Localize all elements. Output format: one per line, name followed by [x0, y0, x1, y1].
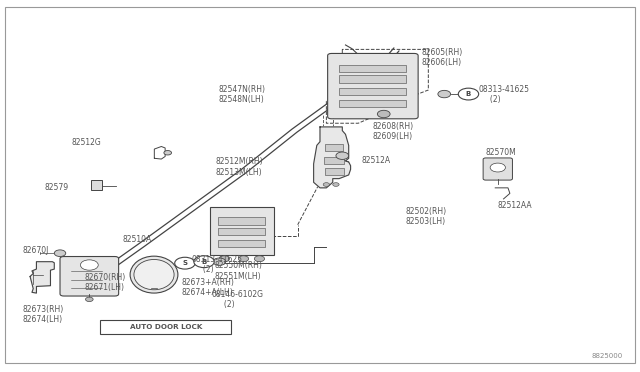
Circle shape: [490, 163, 506, 172]
Bar: [339, 65, 406, 72]
Text: 82512G: 82512G: [72, 138, 101, 147]
Text: 08313-41625
     (2): 08313-41625 (2): [191, 254, 243, 274]
Text: 82605(RH)
82606(LH): 82605(RH) 82606(LH): [422, 48, 463, 67]
Text: 08313-41625
     (2): 08313-41625 (2): [478, 85, 529, 104]
Bar: [325, 168, 344, 175]
Ellipse shape: [134, 260, 174, 290]
Text: 82550M(RH)
82551M(LH): 82550M(RH) 82551M(LH): [215, 261, 263, 280]
Text: S: S: [182, 260, 188, 266]
Text: 82510A: 82510A: [122, 235, 152, 244]
FancyBboxPatch shape: [328, 54, 418, 119]
Bar: [91, 180, 102, 190]
Text: 08146-6102G
     (2): 08146-6102G (2): [212, 290, 264, 310]
Text: 8825000: 8825000: [591, 353, 623, 359]
Bar: [339, 75, 406, 83]
Text: AUTO DOOR LOCK: AUTO DOOR LOCK: [130, 324, 202, 330]
Text: 82670(RH)
82671(LH): 82670(RH) 82671(LH): [84, 273, 125, 292]
Circle shape: [54, 250, 66, 257]
Bar: [339, 100, 406, 108]
Text: B: B: [202, 259, 207, 265]
Text: 82608(RH)
82609(LH): 82608(RH) 82609(LH): [373, 122, 414, 141]
Circle shape: [378, 110, 390, 118]
Circle shape: [194, 256, 214, 267]
Bar: [218, 228, 264, 235]
Circle shape: [213, 258, 226, 265]
Circle shape: [333, 183, 339, 186]
Circle shape: [323, 183, 330, 186]
Polygon shape: [314, 127, 351, 188]
Circle shape: [81, 260, 99, 270]
Circle shape: [220, 256, 230, 262]
Bar: [325, 144, 343, 151]
Circle shape: [254, 256, 264, 262]
Text: B: B: [466, 91, 471, 97]
Text: 82673(RH)
82674(LH): 82673(RH) 82674(LH): [22, 305, 63, 324]
Bar: [100, 320, 231, 334]
Circle shape: [336, 152, 349, 160]
Circle shape: [175, 257, 195, 269]
Ellipse shape: [130, 256, 178, 293]
Circle shape: [86, 297, 93, 302]
Text: 82547N(RH)
82548N(LH): 82547N(RH) 82548N(LH): [218, 85, 265, 104]
Text: 82512AA: 82512AA: [497, 201, 532, 210]
Polygon shape: [30, 262, 54, 293]
Circle shape: [458, 88, 479, 100]
FancyBboxPatch shape: [210, 207, 274, 256]
Text: 82512A: 82512A: [362, 156, 390, 166]
Bar: [339, 88, 406, 95]
FancyBboxPatch shape: [60, 257, 118, 296]
Text: 82579: 82579: [45, 183, 69, 192]
Circle shape: [438, 90, 451, 98]
Bar: [218, 217, 264, 225]
Circle shape: [164, 151, 172, 155]
Bar: [324, 157, 344, 164]
Text: 82570M: 82570M: [486, 148, 516, 157]
Text: 82670J: 82670J: [22, 246, 49, 255]
FancyBboxPatch shape: [483, 158, 513, 180]
Circle shape: [239, 256, 248, 262]
Text: 82512M(RH)
82513M(LH): 82512M(RH) 82513M(LH): [216, 157, 263, 176]
Text: 82673+A(RH)
82674+A(LH): 82673+A(RH) 82674+A(LH): [181, 278, 234, 297]
Bar: [218, 240, 264, 247]
Text: 82502(RH)
82503(LH): 82502(RH) 82503(LH): [405, 206, 447, 226]
